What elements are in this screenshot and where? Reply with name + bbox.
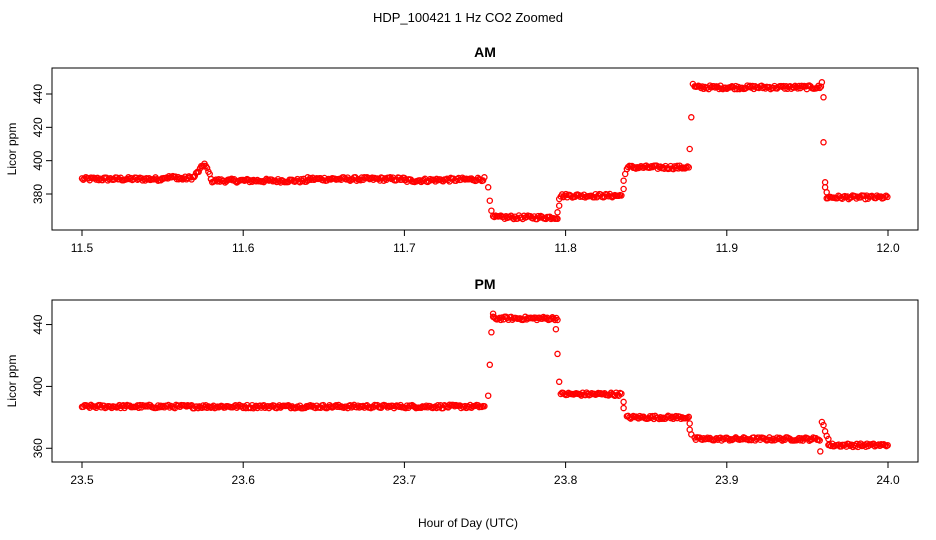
pm-data-point <box>685 413 693 421</box>
am-x-tick-label: 11.6 <box>232 241 255 255</box>
am-data-point <box>818 79 826 86</box>
pm-data-point <box>618 390 625 397</box>
pm-data-point <box>768 437 776 444</box>
am-data-point <box>620 185 627 193</box>
pm-data-point <box>630 412 637 420</box>
pm-data-point <box>688 431 695 438</box>
am-data-point <box>820 139 827 146</box>
pm-data-point <box>555 378 563 386</box>
am-plot-frame <box>51 67 919 231</box>
am-y-axis-label: Licor ppm <box>5 123 19 176</box>
pm-data-point <box>686 420 693 427</box>
am-x-tick-label: 11.7 <box>393 241 416 255</box>
am-data-point <box>817 83 825 90</box>
am-data-point <box>685 164 693 171</box>
am-y-tick-label: 400 <box>31 150 45 170</box>
pm-x-tick-label: 23.8 <box>554 473 578 487</box>
pm-data-point <box>884 442 891 449</box>
x-axis-label: Hour of Day (UTC) <box>418 516 518 530</box>
pm-y-tick-label: 360 <box>31 438 45 458</box>
pm-y-tick-label: 440 <box>31 314 45 334</box>
pm-x-tick-label: 23.6 <box>232 473 256 487</box>
am-data-point <box>484 184 492 191</box>
am-data-point <box>486 197 494 204</box>
am-data-point <box>195 168 202 176</box>
pm-x-tick-label: 24.0 <box>876 473 900 487</box>
pm-data-point <box>800 435 808 442</box>
am-data-point <box>686 145 693 153</box>
pm-x-tick-label: 23.9 <box>715 473 739 487</box>
pm-data-point <box>550 315 557 322</box>
pm-plot-frame <box>51 299 919 463</box>
am-data-point <box>481 174 488 181</box>
am-data-point <box>426 175 434 183</box>
am-data-point <box>554 215 561 223</box>
am-data-point <box>95 176 103 184</box>
am-data-point <box>882 192 890 199</box>
am-y-tick-label: 420 <box>31 117 45 137</box>
am-y-tick-label: 440 <box>31 84 45 104</box>
pm-data-point <box>817 448 824 455</box>
am-x-tick-label: 11.9 <box>716 241 739 255</box>
am-data-point <box>488 207 495 214</box>
pm-axis-ticks: 23.5 23.6 23.7 23.8 23.9 24.0 360 400 440 <box>31 314 900 487</box>
am-data-point <box>618 192 625 199</box>
am-y-tick-label: 380 <box>31 184 45 204</box>
am-data-point <box>823 189 830 196</box>
am-data-point <box>555 202 563 209</box>
pm-data-point <box>484 392 492 399</box>
pm-data-point <box>554 316 561 324</box>
am-panel-title: AM <box>474 44 496 60</box>
am-x-tick-label: 11.8 <box>554 241 577 255</box>
pm-data-point <box>552 325 560 333</box>
am-data-point <box>620 177 627 184</box>
pm-x-tick-label: 23.7 <box>393 473 417 487</box>
pm-data-point <box>488 329 495 336</box>
am-panel: AM Licor ppm 11.5 11.6 11.7 11.8 11.9 12.0 380… <box>5 44 919 255</box>
am-data-point <box>554 209 561 216</box>
am-data-points <box>78 79 891 223</box>
pm-y-tick-label: 400 <box>31 376 45 396</box>
pm-data-points <box>78 310 891 455</box>
pm-data-point <box>554 350 561 358</box>
pm-panel: PM Licor ppm 23.5 23.6 23.7 23.8 23.9 24.0 360… <box>5 276 919 487</box>
pm-data-point <box>699 436 706 443</box>
am-data-point <box>632 165 640 172</box>
pm-data-point <box>620 398 627 406</box>
am-data-point <box>621 170 629 178</box>
am-x-tick-label: 12.0 <box>876 241 900 255</box>
am-axis-ticks: 11.5 11.6 11.7 11.8 11.9 12.0 380 400 420 440 <box>31 84 900 255</box>
pm-data-point <box>816 437 823 444</box>
am-data-point <box>688 114 695 121</box>
pm-data-point <box>820 421 827 429</box>
pm-y-axis-label: Licor ppm <box>5 355 19 408</box>
am-data-point <box>816 84 823 92</box>
pm-data-point <box>818 418 826 426</box>
am-data-point <box>479 177 487 184</box>
am-data-point <box>682 164 690 171</box>
am-data-point <box>203 164 211 172</box>
am-data-point <box>689 80 697 88</box>
pm-data-point <box>489 310 497 317</box>
pm-panel-title: PM <box>475 276 496 292</box>
pm-x-tick-label: 23.5 <box>70 473 94 487</box>
pm-data-point <box>486 361 494 369</box>
pm-data-point <box>481 402 488 410</box>
am-x-tick-label: 11.5 <box>71 241 94 255</box>
figure-title: HDP_100421 1 Hz CO2 Zoomed <box>373 10 563 25</box>
pm-data-point <box>825 435 832 443</box>
pm-data-point <box>713 434 720 442</box>
am-data-point <box>820 94 827 101</box>
am-data-point <box>534 212 542 220</box>
am-data-point <box>884 193 891 201</box>
pm-data-point <box>620 404 627 412</box>
am-data-point <box>710 82 718 90</box>
am-data-point <box>555 195 563 203</box>
